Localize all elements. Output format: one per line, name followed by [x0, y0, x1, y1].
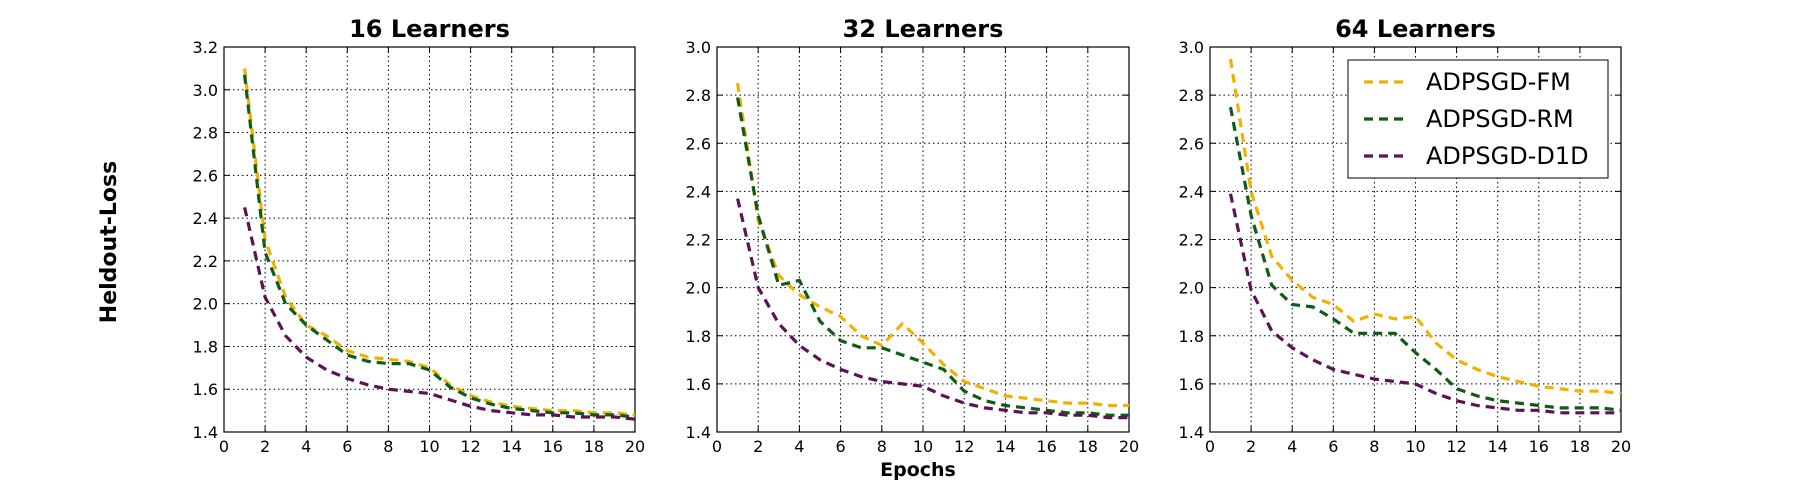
legend: ADPSGD-FM ADPSGD-RM ADPSGD-D1D [1347, 59, 1609, 179]
chart-panel-3: 0 2 4 6 8 10 12 14 16 18 20 1.4 1.6 1.8 2.0 2.2 2.4 2.6 2.… [1179, 15, 1632, 456]
x-tick-label: 8 [1369, 437, 1379, 456]
y-tick-label: 1.6 [193, 380, 218, 399]
x-tick-label: 18 [1570, 437, 1590, 456]
series-line-adpsgd-d1d [736, 198, 1129, 420]
series-line-adpsgd-fm [243, 68, 636, 417]
x-tick-label: 16 [543, 437, 563, 456]
x-tick-label: 0 [219, 437, 229, 456]
y-tick-label: 2.2 [1179, 231, 1204, 250]
x-tick-label: 0 [712, 437, 722, 456]
y-tick-label: 1.4 [193, 423, 218, 442]
shared-ylabel: Heldout-Loss [97, 161, 122, 323]
x-tick-label: 8 [383, 437, 393, 456]
x-tick-label: 8 [877, 437, 887, 456]
series-line-adpsgd-d1d [1228, 193, 1621, 415]
y-tick-label: 3.2 [193, 38, 218, 57]
y-tick-label: 3.0 [686, 38, 711, 57]
panel-title: 64 Learners [1335, 15, 1496, 43]
x-tick-label: 10 [1405, 437, 1425, 456]
panel-title: 16 Learners [349, 15, 510, 43]
x-tick-label: 6 [836, 437, 846, 456]
series-line-adpsgd-rm [736, 97, 1129, 417]
x-tick-label: 20 [1611, 437, 1631, 456]
x-tick-label: 10 [913, 437, 933, 456]
x-tick-label: 2 [1246, 437, 1256, 456]
series-line-adpsgd-fm [736, 82, 1129, 408]
y-tick-label: 1.4 [686, 423, 711, 442]
x-tick-label: 12 [954, 437, 974, 456]
x-tick-label: 20 [625, 437, 645, 456]
x-tick-label: 2 [260, 437, 270, 456]
series-line-adpsgd-d1d [243, 207, 636, 421]
y-tick-label: 3.0 [193, 81, 218, 100]
y-tick-label: 2.6 [193, 166, 218, 185]
y-tick-label: 3.0 [1179, 38, 1204, 57]
chart-panel-2: 0 2 4 6 8 10 12 14 16 18 20 1.4 1.6 1.8 2.0 2.2 2.4 2.6 2.… [686, 15, 1140, 456]
x-tick-label: 14 [995, 437, 1015, 456]
y-tick-label: 2.6 [1179, 134, 1204, 153]
y-tick-label: 2.8 [1179, 86, 1204, 105]
y-tick-label: 2.4 [193, 209, 218, 228]
y-tick-label: 1.8 [193, 337, 218, 356]
legend-label-adpsgd-d1d: ADPSGD-D1D [1426, 142, 1589, 170]
y-tick-label: 2.4 [1179, 182, 1204, 201]
legend-label-adpsgd-rm: ADPSGD-RM [1426, 105, 1574, 133]
x-tick-label: 12 [1446, 437, 1466, 456]
x-tick-label: 14 [1488, 437, 1508, 456]
legend-label-adpsgd-fm: ADPSGD-FM [1426, 68, 1571, 96]
y-tick-label: 1.6 [1179, 375, 1204, 394]
x-tick-label: 16 [1036, 437, 1056, 456]
x-tick-label: 12 [460, 437, 480, 456]
y-tick-label: 1.8 [1179, 327, 1204, 346]
x-tick-label: 4 [301, 437, 311, 456]
x-tick-label: 6 [1328, 437, 1338, 456]
plot-frame [223, 46, 636, 433]
x-tick-label: 4 [794, 437, 804, 456]
y-tick-label: 1.6 [686, 375, 711, 394]
x-tick-label: 14 [502, 437, 522, 456]
x-tick-label: 0 [1205, 437, 1215, 456]
y-tick-label: 1.8 [686, 327, 711, 346]
panel-title: 32 Learners [843, 15, 1004, 43]
x-tick-label: 10 [419, 437, 439, 456]
x-tick-label: 18 [584, 437, 604, 456]
y-tick-label: 2.0 [193, 295, 218, 314]
y-tick-label: 2.4 [686, 182, 711, 201]
x-tick-label: 4 [1287, 437, 1297, 456]
y-tick-label: 2.0 [1179, 279, 1204, 298]
y-tick-label: 2.8 [686, 86, 711, 105]
y-tick-label: 2.8 [193, 124, 218, 143]
x-tick-label: 6 [342, 437, 352, 456]
series-line-adpsgd-rm [1228, 106, 1622, 412]
plot-frame [716, 46, 1130, 433]
x-tick-label: 18 [1078, 437, 1098, 456]
chart-panel-1: 0 2 4 6 8 10 12 14 16 18 20 1.4 1.6 1.8 2.0 2.2 2.4 2.6 2.… [193, 15, 646, 456]
y-tick-label: 2.2 [686, 231, 711, 250]
x-tick-label: 16 [1529, 437, 1549, 456]
y-tick-label: 1.4 [1179, 423, 1204, 442]
y-tick-label: 2.6 [686, 134, 711, 153]
y-tick-label: 2.2 [193, 252, 218, 271]
shared-xlabel: Epochs [880, 459, 956, 480]
x-tick-label: 20 [1119, 437, 1139, 456]
y-tick-label: 2.0 [686, 279, 711, 298]
legend-box [1347, 59, 1609, 179]
x-tick-label: 2 [753, 437, 763, 456]
series-line-adpsgd-rm [243, 74, 636, 419]
